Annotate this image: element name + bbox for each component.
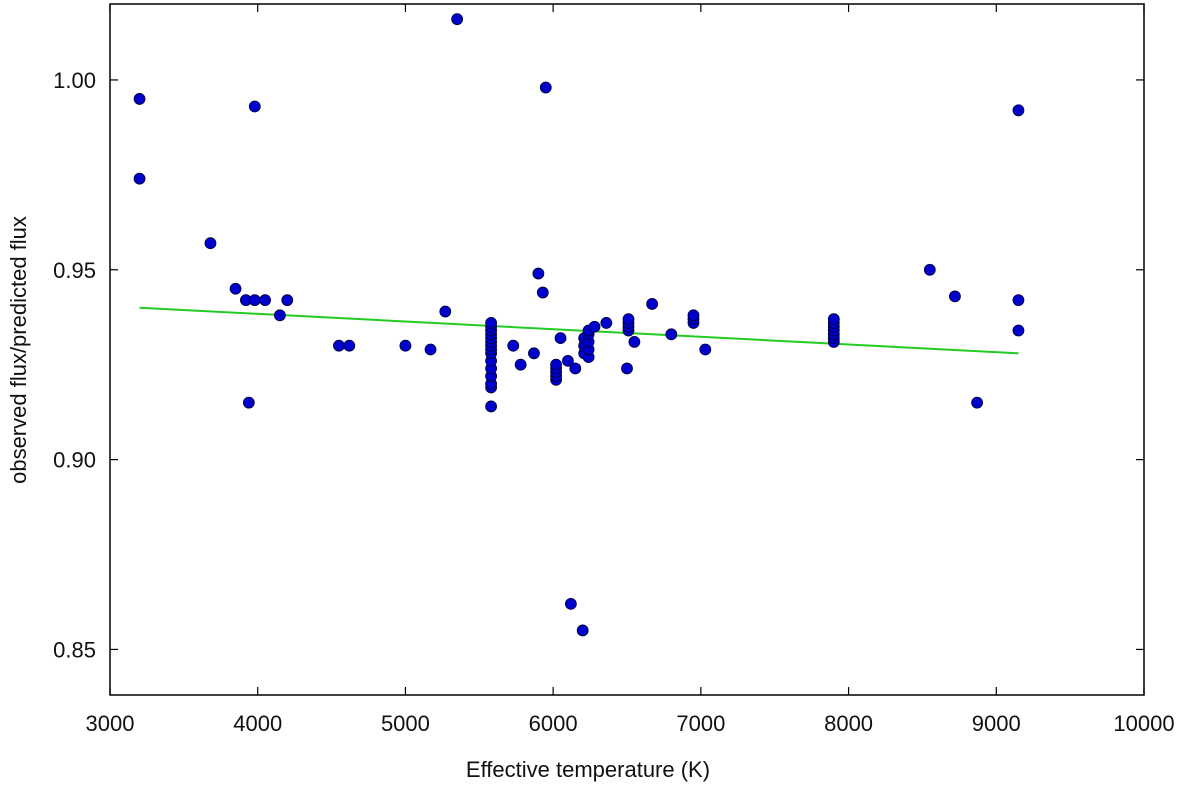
data-point [133, 93, 146, 105]
data-point [687, 309, 700, 322]
data-point [539, 81, 552, 94]
data-point [971, 396, 983, 409]
data-point [485, 400, 498, 413]
data-point [576, 624, 589, 637]
data-point [248, 100, 261, 113]
x-tick-label: 5000 [381, 711, 430, 736]
x-tick-label: 7000 [676, 711, 725, 736]
x-tick-label: 6000 [529, 711, 578, 736]
data-point [827, 313, 840, 326]
data-point [1012, 104, 1025, 117]
data-point [621, 362, 633, 375]
x-tick-label: 8000 [824, 711, 873, 736]
data-point [507, 339, 520, 352]
data-point [532, 267, 545, 280]
x-tick-label: 4000 [233, 711, 282, 736]
data-point [229, 282, 242, 295]
x-tick-label: 10000 [1113, 711, 1174, 736]
x-tick-label: 9000 [972, 711, 1021, 736]
data-point [248, 294, 261, 307]
data-point [399, 339, 412, 352]
data-point [333, 339, 345, 352]
data-point [554, 332, 567, 345]
data-point [562, 354, 574, 367]
data-point [1012, 294, 1025, 307]
data-point [536, 286, 549, 299]
data-point [485, 317, 498, 329]
data-point [204, 237, 217, 250]
y-tick-label: 0.90 [53, 448, 96, 473]
x-axis-label: Effective temperature (K) [466, 757, 710, 782]
data-point [923, 263, 936, 276]
data-point [665, 328, 678, 341]
data-point [1012, 324, 1025, 337]
plot-frame [109, 3, 1145, 696]
data-point [133, 172, 146, 185]
y-tick-label: 0.85 [53, 637, 96, 662]
data-point [628, 336, 641, 348]
data-point [439, 305, 452, 318]
data-point [588, 320, 601, 333]
data-point [514, 358, 527, 371]
data-points [133, 13, 1025, 637]
data-point [242, 396, 255, 409]
data-point [949, 290, 961, 303]
data-point [528, 347, 540, 360]
data-point [259, 294, 272, 307]
data-point [451, 13, 464, 26]
y-tick-label: 1.00 [53, 68, 96, 93]
data-point [550, 358, 562, 371]
data-point [622, 313, 635, 326]
data-point [281, 294, 294, 307]
data-point [569, 362, 582, 375]
y-axis-label: observed flux/predicted flux [6, 216, 31, 484]
data-point [424, 343, 437, 356]
y-tick-label: 0.95 [53, 258, 96, 283]
data-point [699, 343, 712, 356]
data-point [646, 298, 659, 310]
fit-line [139, 306, 1019, 355]
data-point [343, 339, 356, 352]
x-tick-label: 3000 [86, 711, 135, 736]
tick-labels: 3000 4000 5000 6000 7000 8000 9000 10000 0.85 0.9… [53, 68, 1174, 736]
data-point [600, 317, 613, 329]
data-point [564, 597, 577, 610]
tick-marks [109, 4, 1145, 695]
data-point [273, 309, 286, 322]
